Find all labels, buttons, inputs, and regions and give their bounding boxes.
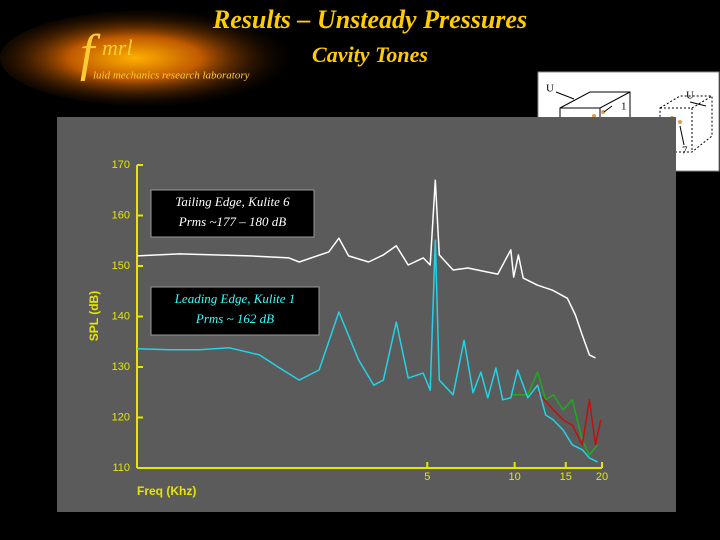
- plot-panel: [57, 117, 676, 512]
- y-tick-label: 110: [112, 462, 130, 474]
- inset-label: 7: [682, 145, 688, 157]
- inset-label: U: [546, 83, 554, 95]
- x-axis-label: Freq (Khz): [137, 484, 196, 498]
- annotation-box: [150, 286, 320, 336]
- title: Results – Unsteady Pressures: [212, 5, 527, 34]
- annotation-box: [150, 189, 315, 238]
- y-tick-label: 150: [112, 260, 130, 272]
- annotation-text: Tailing Edge, Kulite 6: [175, 194, 290, 209]
- y-tick-label: 130: [112, 361, 130, 373]
- y-tick-label: 170: [112, 159, 130, 171]
- series-line: [136, 179, 596, 359]
- y-tick-label: 140: [112, 310, 130, 322]
- subtitle: Cavity Tones: [312, 42, 428, 67]
- x-tick-label: 5: [424, 471, 430, 483]
- logo-name: mrl: [102, 35, 133, 60]
- y-tick-label: 160: [112, 209, 130, 221]
- x-tick-label: 15: [560, 471, 572, 483]
- inset-label: U: [686, 90, 694, 102]
- x-tick-label: 10: [509, 471, 521, 483]
- y-tick-label: 120: [112, 411, 130, 423]
- y-axis-label: SPL (dB): [87, 291, 101, 341]
- logo-tagline: luid mechanics research laboratory: [93, 70, 250, 82]
- series-line: [537, 391, 602, 446]
- series-line: [136, 239, 598, 463]
- annotation-text: Prms ~ 162 dB: [195, 311, 274, 326]
- inset-label: 1: [621, 101, 627, 113]
- x-tick-label: 20: [596, 471, 608, 483]
- series-line: [510, 371, 599, 456]
- annotation-text: Prms ~177 – 180 dB: [178, 214, 286, 229]
- logo-glow: [0, 10, 300, 106]
- chart: 110 120 130 140 150 160 170 5 10 15 20 Tailing Edge…: [112, 159, 608, 483]
- annotation-text: Leading Edge, Kulite 1: [174, 291, 296, 306]
